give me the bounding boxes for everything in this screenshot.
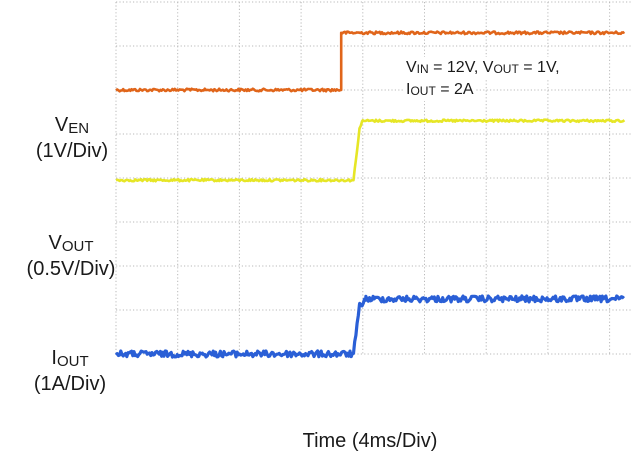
vin-value: = 12V,	[428, 59, 483, 76]
vout-label-symbol: V	[48, 232, 62, 254]
iout-label-symbol: I	[51, 347, 57, 369]
vin-symbol: V	[406, 59, 417, 76]
x-axis-label: Time (4ms/Div)	[302, 430, 438, 452]
vout-cond-symbol: V	[482, 59, 494, 76]
ven-label: VEN (1V/Div)	[29, 113, 115, 163]
iout-cond-subscript: OUT	[410, 84, 436, 98]
test-conditions-line-1: VIN = 12V, VOUT = 1V,	[404, 57, 562, 79]
vout-label-subscript: OUT	[61, 238, 94, 255]
iout-trace	[114, 294, 625, 359]
ven-label-symbol: V	[54, 114, 69, 136]
ven-label-subscript: EN	[68, 120, 90, 137]
iout-label-subscript: OUT	[56, 353, 89, 370]
iout-label: IOUT (1A/Div)	[22, 346, 118, 396]
vout-trace	[115, 118, 626, 183]
iout-cond-value: = 2A	[435, 81, 474, 98]
traces	[114, 30, 626, 359]
vout-cond-value: = 1V,	[518, 59, 560, 76]
vin-subscript: IN	[416, 62, 429, 76]
vout-label: VOUT (0.5V/Div)	[0, 231, 142, 281]
vout-scale: (0.5V/Div)	[26, 258, 116, 280]
ven-trace	[115, 30, 626, 93]
ven-scale: (1V/Div)	[35, 140, 109, 162]
vout-cond-subscript: OUT	[493, 62, 519, 76]
iout-scale: (1A/Div)	[33, 373, 107, 395]
test-conditions-line-2: IOUT = 2A	[404, 79, 476, 101]
iout-cond-symbol: I	[406, 81, 411, 98]
grid	[115, 1, 631, 355]
